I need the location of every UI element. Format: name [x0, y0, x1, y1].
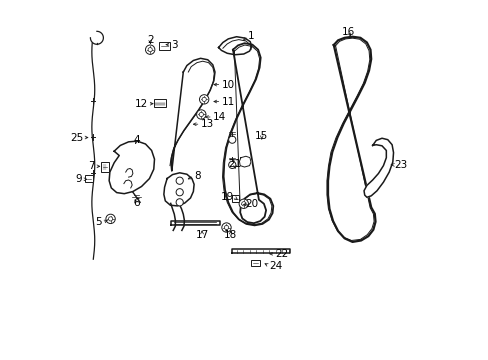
Polygon shape [363, 138, 393, 197]
Text: 23: 23 [393, 160, 407, 170]
Text: 8: 8 [194, 171, 200, 181]
Text: 13: 13 [200, 119, 213, 129]
Bar [250, 260, 259, 266]
Bar [85, 175, 93, 182]
Text: 24: 24 [268, 261, 282, 271]
Circle shape [145, 45, 155, 54]
Polygon shape [163, 173, 194, 206]
Text: 25: 25 [70, 132, 83, 143]
Text: 3: 3 [171, 40, 177, 50]
Circle shape [222, 223, 231, 232]
Text: 9: 9 [76, 174, 82, 184]
Circle shape [176, 189, 183, 196]
Polygon shape [223, 43, 273, 225]
Circle shape [202, 97, 206, 102]
Text: 17: 17 [195, 230, 208, 240]
Text: 21: 21 [228, 159, 241, 169]
Circle shape [199, 95, 208, 104]
Text: 6: 6 [133, 198, 140, 208]
Bar [232, 195, 239, 202]
Circle shape [106, 214, 115, 224]
Text: 12: 12 [135, 99, 148, 109]
Circle shape [176, 177, 183, 184]
Circle shape [199, 112, 203, 117]
Text: 10: 10 [221, 80, 234, 90]
Circle shape [224, 225, 228, 230]
Text: 18: 18 [224, 230, 237, 240]
Polygon shape [171, 58, 215, 171]
Text: 20: 20 [244, 199, 258, 210]
Polygon shape [231, 249, 289, 253]
Circle shape [196, 110, 205, 119]
Bar [159, 42, 170, 50]
Text: 16: 16 [342, 27, 355, 37]
Text: 7: 7 [88, 161, 95, 171]
Text: 5: 5 [96, 217, 102, 228]
Text: 11: 11 [221, 96, 234, 107]
Circle shape [239, 199, 248, 208]
Circle shape [228, 136, 235, 143]
Text: 4: 4 [133, 135, 140, 145]
Circle shape [241, 202, 245, 206]
Circle shape [108, 217, 112, 221]
Bar [153, 99, 166, 107]
Text: 1: 1 [247, 31, 254, 41]
Text: 19: 19 [221, 192, 234, 202]
Polygon shape [109, 141, 154, 194]
Circle shape [148, 48, 152, 52]
Polygon shape [170, 221, 220, 225]
Polygon shape [239, 156, 250, 167]
Text: 14: 14 [212, 112, 225, 122]
Text: 2: 2 [146, 35, 153, 45]
Circle shape [228, 161, 235, 168]
Polygon shape [327, 37, 375, 242]
Text: 22: 22 [275, 249, 288, 259]
Polygon shape [218, 37, 251, 55]
Circle shape [176, 199, 183, 206]
Text: 15: 15 [255, 131, 268, 141]
Bar [101, 162, 108, 172]
